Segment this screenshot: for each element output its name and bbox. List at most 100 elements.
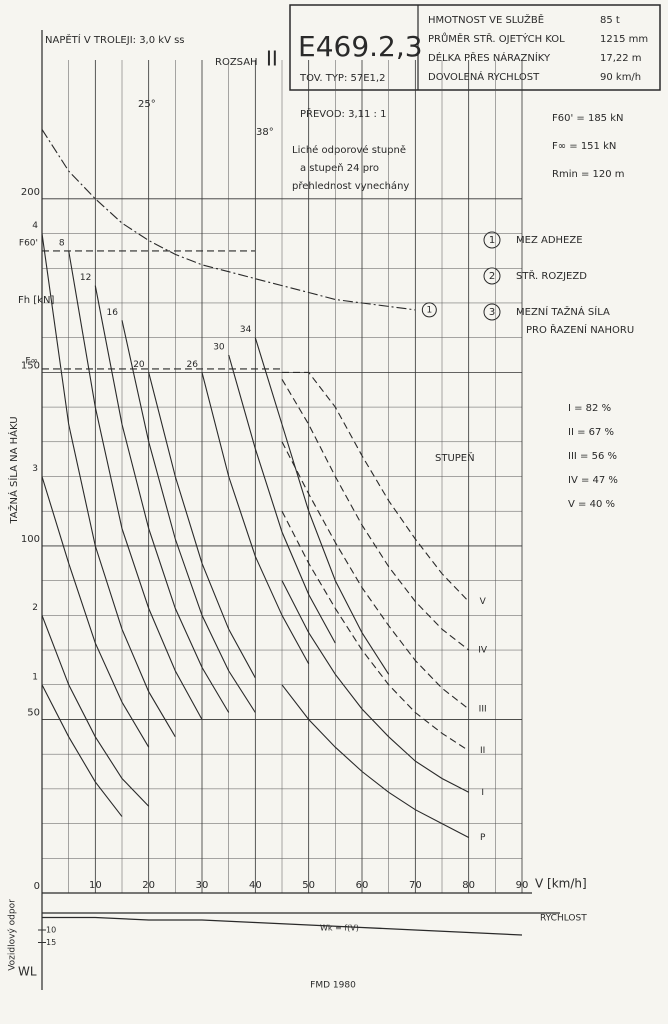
x-tick-label: 70 [409, 880, 422, 891]
curve [201, 372, 310, 665]
curve-label: F∞ [25, 356, 38, 366]
curve-label: 12 [80, 273, 91, 283]
y-tick-label: 50 [27, 707, 40, 718]
curve-label: Wk = f(V) [320, 924, 359, 933]
curve [121, 320, 256, 713]
specs: HMOTNOST VE SLUŽBĚ 85 t PRŮMĚR STŘ. OJETÝC… [428, 13, 648, 83]
curve-label: 26 [187, 360, 199, 370]
spec-label: DOVOLENÁ RYCHLOST [428, 70, 540, 83]
curve-label: 30 [213, 343, 225, 353]
curve [228, 354, 336, 644]
note-line: a stupeň 24 pro [300, 162, 379, 174]
curve-label-circle [421, 302, 437, 318]
legend-text: MEZ ADHEZE [516, 235, 583, 246]
notch-label: STUPEŇ [435, 451, 475, 464]
curve-label: 1 [426, 305, 432, 315]
curve-label: 16 [107, 308, 119, 318]
x-tick-label: 80 [462, 880, 475, 891]
curve [254, 337, 390, 675]
spec-label: PRŮMĚR STŘ. OJETÝCH KOL [428, 32, 565, 45]
curve [148, 372, 256, 679]
curve [68, 250, 203, 720]
curve [281, 510, 470, 752]
curve-label: 2 [32, 603, 38, 613]
spec-value: 17,22 m [600, 53, 642, 64]
angle: 25° [138, 99, 156, 110]
x-tick-label: 90 [516, 880, 529, 891]
y-axis-label: TAŽNÁ SÍLA NA HÁKU [7, 416, 20, 524]
ratios: I = 82 % II = 67 % III = 56 % IV = 47 % V = … [568, 403, 618, 510]
model: E469.2,3 [298, 30, 423, 63]
gear: PŘEVOD: 3,11 : 1 [300, 107, 386, 120]
curve [41, 476, 150, 748]
curve [281, 441, 470, 710]
voltage: NAPĚTÍ V TROLEJI: 3,0 kV ss [45, 33, 185, 46]
curve-label: 34 [240, 325, 252, 335]
note-line: Liché odporové stupně [292, 144, 406, 156]
curve-label: 8 [59, 238, 65, 248]
curve-label: P [480, 833, 486, 843]
curve-label: 4 [32, 221, 38, 231]
y-tick-label: 10 [46, 926, 56, 935]
curve [41, 129, 416, 311]
curve [41, 233, 176, 738]
y-tick-label: 15 [46, 938, 56, 947]
note-line: přehlednost vynechány [292, 180, 409, 192]
curve [281, 580, 469, 793]
type: TOV. TYP: 57E1,2 [299, 73, 385, 84]
footer: FMD 1980 [310, 981, 356, 991]
curve-label: I [481, 788, 484, 798]
legend-text: PRO ŘAZENÍ NAHORU [526, 323, 634, 336]
angle: 38° [256, 127, 274, 138]
x-tick-label: 40 [249, 880, 262, 891]
curve-label: V [480, 597, 487, 607]
y-axis-unit: Fh [kN] [18, 295, 54, 306]
legend-circle [483, 303, 501, 321]
legend-circle [483, 231, 501, 249]
curve [282, 371, 470, 602]
curve-label: 1 [32, 672, 38, 682]
x-tick-label: 60 [356, 880, 369, 891]
curve-label: IV [478, 646, 488, 656]
ratio: I = 82 % [568, 403, 611, 414]
spec-label: DÉLKA PŘES NÁRAZNÍKY [428, 51, 551, 64]
x-tick-label: 30 [196, 880, 209, 891]
legend-text: STŘ. ROZJEZD [516, 269, 587, 282]
x-tick-label: 20 [142, 880, 155, 891]
x-tick-label: 50 [302, 880, 315, 891]
constant: F60' = 185 kN [552, 113, 624, 124]
y-tick-label: 100 [21, 534, 40, 545]
x-tick-label: 10 [89, 880, 102, 891]
header-box [289, 4, 661, 91]
curve-label: 20 [133, 360, 145, 370]
y-axis-unit: WL [18, 965, 37, 979]
y-tick-label: 200 [21, 187, 40, 198]
curve [94, 285, 230, 713]
legend: 1 MEZ ADHEZE 2 STŘ. ROZJEZD 3 MEZNÍ TAŽNÁ SÍL… [483, 231, 634, 336]
curve [41, 684, 123, 817]
spec-label: HMOTNOST VE SLUŽBĚ [428, 13, 544, 26]
curve [41, 615, 150, 807]
plot: 10 20 30 40 50 60 70 80 900501001502001234812162… [7, 30, 587, 990]
x-axis-label: RYCHLOST [540, 914, 587, 924]
curve [281, 684, 469, 838]
curve-label: II [480, 746, 485, 756]
ratio: II = 67 % [568, 427, 614, 438]
curve [281, 379, 470, 651]
y-tick-label: 150 [21, 360, 40, 371]
spec-value: 90 km/h [600, 72, 641, 83]
legend-text: MEZNÍ TAŽNÁ SÍLA [516, 305, 610, 318]
ratio: V = 40 % [568, 499, 615, 510]
legend-number: 1 [489, 235, 495, 246]
legend-number: 3 [489, 307, 495, 318]
ratio: III = 56 % [568, 451, 617, 462]
y-axis-label: Vozidlový odpor [8, 899, 18, 971]
ratio: IV = 47 % [568, 475, 618, 486]
y-tick-label: 0 [34, 881, 40, 892]
legend-number: 2 [489, 271, 495, 282]
spec-value: 1215 mm [600, 34, 648, 45]
x-axis-label: V [km/h] [535, 877, 587, 891]
constant: F∞ = 151 kN [552, 141, 616, 152]
